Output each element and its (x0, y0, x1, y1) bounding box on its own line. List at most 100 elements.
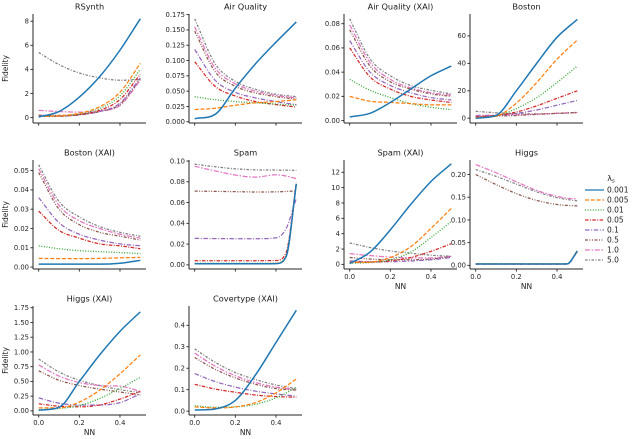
series-line-0.5 (194, 30, 297, 100)
subplot-title: Air Quality (224, 2, 267, 12)
x-tick-label: 0.0 (470, 273, 481, 281)
series-line-0.5 (475, 173, 578, 207)
x-axis-label: NN (240, 428, 251, 437)
series-line-1.0 (194, 165, 297, 180)
y-tick-label: 0.150 (166, 26, 185, 34)
legend-entry-0.1: 0.1 (585, 226, 619, 235)
series-line-0.001 (38, 311, 141, 412)
y-tick-label: 0.01 (14, 244, 29, 252)
y-tick-label: 10 (331, 184, 340, 192)
series-line-0.005 (349, 95, 452, 106)
series-line-5.0 (194, 348, 297, 390)
y-tick-label: 0.02 (14, 225, 29, 233)
y-tick-label: 4 (25, 66, 29, 74)
y-tick-label: 0.4 (174, 322, 185, 330)
x-tick-label: 0.0 (33, 419, 44, 427)
series-line-0.005 (194, 99, 297, 111)
legend-entry-label: 0.001 (607, 186, 629, 195)
series-line-0.05 (194, 383, 297, 398)
y-tick-label: 12 (331, 169, 340, 177)
y-tick-label: 2 (336, 245, 340, 253)
y-tick-label: 0.025 (166, 103, 185, 111)
legend-entry-0.005: 0.005 (585, 196, 629, 205)
x-tick-label: 0.0 (189, 419, 200, 427)
y-tick-label: 0.04 (14, 186, 29, 194)
series-line-0.001 (194, 183, 298, 265)
series-line-5.0 (38, 358, 141, 394)
y-tick-label: 0.00 (14, 263, 29, 271)
y-tick-label: 0.04 (325, 68, 340, 76)
series-line-0.001 (194, 309, 297, 411)
series-line-0.001 (194, 21, 297, 120)
series-line-1.0 (194, 352, 297, 391)
y-tick-label: 8 (336, 199, 340, 207)
y-tick-label: 0.08 (170, 178, 185, 186)
legend-entry-0.05: 0.05 (585, 216, 624, 225)
legend-entry-0.001: 0.001 (585, 186, 629, 195)
y-tick-label: 8 (25, 18, 29, 26)
subplot-spam: 0.00 0.02 0.04 0.06 0.08 0.10 Spam (170, 148, 302, 272)
y-tick-label: 0.1 (174, 386, 185, 394)
legend-entry-5.0: 5.0 (585, 256, 619, 265)
y-tick-label: 1.75 (14, 304, 29, 312)
series-line-0.5 (349, 29, 452, 97)
series-line-0.05 (194, 61, 297, 108)
y-tick-label: 0.50 (14, 378, 29, 386)
y-tick-label: 0.050 (166, 87, 185, 95)
series-line-0.05 (349, 47, 452, 104)
series-line-0.1 (38, 197, 141, 247)
subplot-spam-xai: 0 2 4 6 8 10 12 0.0 0.2 0.4 NN Spam (XAI) (331, 148, 457, 291)
legend-entry-label: 0.01 (607, 206, 624, 215)
subplot-higgs-xai: 0.00 0.25 0.50 0.75 1.00 1.25 1.50 1.75 0.0 0.2 0.… (1, 294, 146, 437)
series-line-1.0 (349, 253, 452, 259)
x-tick-label: 0.4 (115, 419, 126, 427)
y-tick-label: 0.02 (325, 93, 340, 101)
subplot-title: Air Quality (XAI) (368, 2, 434, 12)
series-line-1.0 (38, 79, 141, 113)
series-line-0.5 (475, 111, 578, 118)
x-tick-label: 0.2 (385, 273, 396, 281)
legend-entry-label: 0.005 (607, 196, 629, 205)
subplot-air-quality: 0.000 0.025 0.050 0.075 0.100 0.125 0.150 0.175… (166, 2, 302, 126)
y-tick-label: 0.05 (451, 239, 466, 247)
y-tick-label: 0.2 (174, 365, 185, 373)
y-tick-label: 6 (336, 215, 340, 223)
series-line-5.0 (194, 18, 297, 98)
x-tick-label: 0.2 (74, 419, 85, 427)
legend-entry-label: 1.0 (607, 246, 619, 255)
y-tick-label: 0.00 (325, 117, 340, 125)
series-line-0.01 (349, 78, 452, 111)
y-tick-label: 0.05 (14, 167, 29, 175)
y-tick-label: 0 (336, 261, 340, 269)
series-line-0.005 (38, 256, 141, 260)
legend-entry-label: 0.05 (607, 216, 624, 225)
series-line-5.0 (38, 164, 141, 237)
series-line-0.005 (194, 378, 297, 409)
y-tick-label: 0.0 (174, 407, 185, 415)
legend-entry-label: 0.1 (607, 226, 619, 235)
y-tick-label: 0.00 (170, 261, 185, 269)
series-line-5.0 (38, 52, 141, 81)
y-tick-label: 0 (462, 115, 466, 123)
series-line-0.5 (194, 190, 297, 193)
x-tick-label: 0.2 (511, 273, 522, 281)
y-tick-label: 40 (457, 60, 466, 68)
y-tick-label: 0.00 (451, 262, 466, 270)
y-tick-label: 0.06 (170, 199, 185, 207)
series-line-0.1 (349, 40, 452, 101)
legend-title: λs (607, 174, 615, 185)
series-line-0.05 (38, 210, 141, 250)
y-tick-label: 0.125 (166, 42, 185, 50)
series-line-0.001 (38, 18, 141, 118)
y-tick-label: 0.00 (14, 407, 29, 415)
y-tick-label: 2 (25, 90, 29, 98)
y-tick-label: 60 (457, 32, 466, 40)
y-tick-label: 0 (25, 114, 29, 122)
y-tick-label: 0.03 (14, 205, 29, 213)
y-tick-label: 0.02 (170, 240, 185, 248)
subplot-title: Covertype (XAI) (213, 294, 278, 304)
x-tick-label: 0.4 (426, 273, 437, 281)
y-tick-label: 0.25 (14, 392, 29, 400)
